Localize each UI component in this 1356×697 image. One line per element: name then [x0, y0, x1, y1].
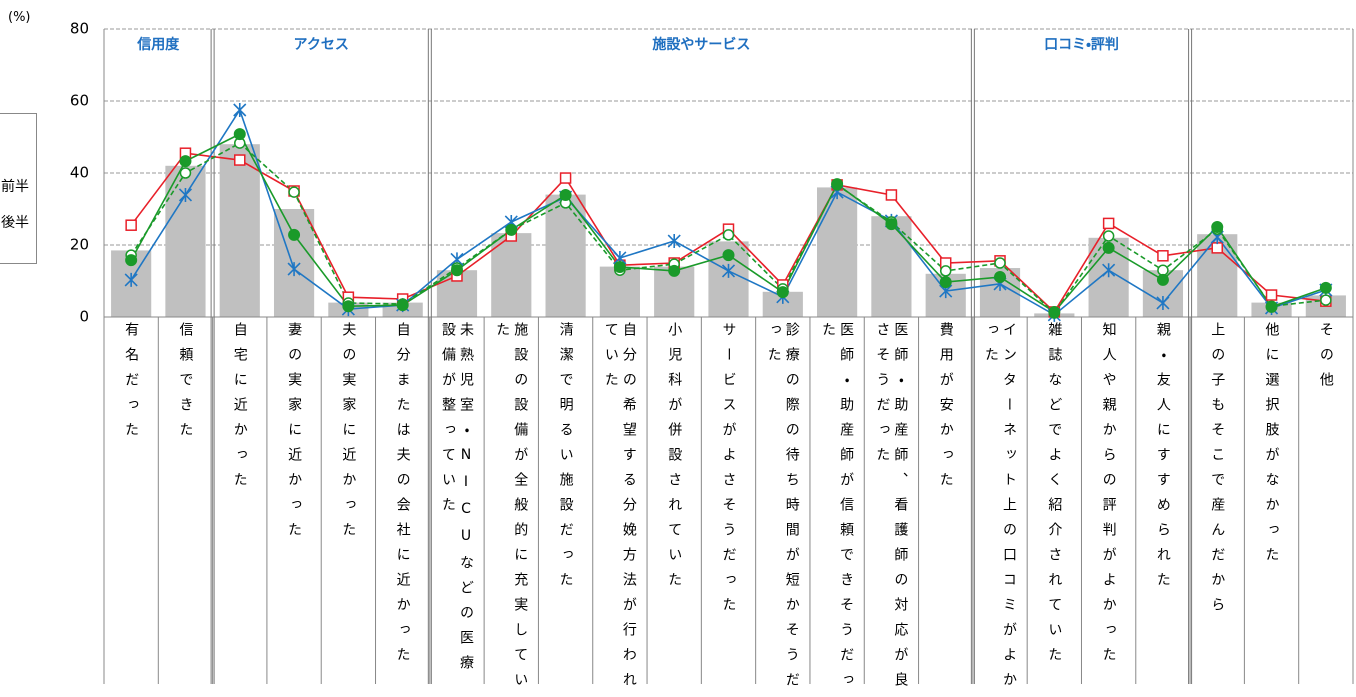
marker [179, 155, 192, 168]
marker [939, 265, 952, 277]
marker [721, 263, 736, 278]
group-label: アクセス [294, 37, 349, 53]
marker [342, 300, 355, 313]
bar [545, 194, 586, 317]
marker [233, 128, 246, 141]
marker [1157, 264, 1169, 276]
x-tick-label: 自分または夫の会社に近かった [394, 322, 411, 672]
marker [885, 218, 898, 231]
marker [831, 178, 844, 191]
bar [817, 187, 858, 317]
marker [450, 264, 463, 277]
marker [288, 186, 300, 198]
marker [1102, 241, 1115, 254]
marker [125, 219, 137, 231]
marker [505, 223, 518, 236]
marker [1156, 295, 1170, 310]
marker [722, 249, 735, 262]
marker [885, 189, 898, 201]
marker [559, 188, 572, 201]
series-line [130, 142, 1326, 315]
marker [1048, 305, 1061, 318]
x-tick-label: 未熟児室・NICUなどの医療設備が整っていた [439, 322, 474, 680]
x-tick-label: 有名だった [123, 322, 140, 447]
marker [234, 154, 246, 166]
marker [1102, 217, 1115, 230]
marker [1156, 273, 1169, 286]
x-tick-label: 清潔で明るい施設だった [557, 322, 574, 597]
y-tick-label: 60 [70, 92, 89, 110]
marker [668, 264, 681, 277]
group-label: 口コミ・評判 [1044, 36, 1119, 53]
marker [287, 262, 301, 277]
bar [219, 144, 260, 317]
x-tick-label: 施設の設備が全般的に充実していた [494, 322, 529, 697]
y-tick-label: 0 [79, 308, 89, 326]
y-tick-label: 20 [70, 236, 89, 254]
marker [1102, 263, 1116, 278]
marker [559, 172, 572, 184]
marker [233, 103, 247, 117]
y-tick-label: 80 [70, 20, 89, 38]
marker [1211, 221, 1224, 233]
x-tick-label: 医師・助産師が信頼できそうだった [820, 322, 855, 697]
x-tick-label: 自分の希望する分娩方法が行われていた [602, 322, 637, 697]
x-tick-label: 知人や親からの評判がよかった [1100, 322, 1117, 672]
x-tick-label: 親・友人にすすめられた [1154, 322, 1171, 597]
marker [994, 271, 1007, 284]
x-tick-label: 雑誌などでよく紹介されていた [1046, 322, 1063, 672]
x-tick-label: 自宅に近かった [231, 322, 248, 497]
x-tick-label: 妻の実家に近かった [286, 322, 303, 547]
marker [124, 272, 138, 287]
group-label: 信用度 [136, 36, 180, 53]
marker [288, 228, 301, 241]
marker [613, 260, 626, 273]
marker [179, 167, 192, 179]
marker [396, 299, 409, 312]
x-tick-label: 上の子もそこで産んだから [1209, 322, 1226, 622]
x-tick-label: 他に選択肢がなかった [1263, 322, 1280, 572]
marker [994, 257, 1006, 269]
x-tick-label: インターネット上の口コミがよかった [983, 322, 1018, 697]
marker [1157, 250, 1169, 262]
marker [1211, 242, 1223, 254]
bar [871, 216, 912, 317]
marker [1319, 281, 1332, 294]
x-tick-label: 夫の実家に近かった [340, 322, 357, 547]
marker [939, 276, 952, 289]
marker [667, 234, 681, 249]
x-tick-label: 信頼できた [177, 322, 194, 447]
x-tick-label: サービスがよさそうだった [720, 322, 737, 622]
legend: 前半 後半 [0, 113, 37, 264]
x-tick-label: その他 [1317, 322, 1334, 397]
marker [1265, 289, 1278, 301]
marker [722, 229, 735, 241]
bar [491, 233, 532, 317]
marker [1102, 230, 1115, 242]
legend-label: 前半 [1, 179, 29, 195]
marker [1265, 300, 1278, 313]
x-tick-label: 小児科が併設されていた [666, 322, 683, 597]
marker [125, 254, 138, 267]
y-unit-label: (%) [8, 10, 31, 25]
group-label: 施設やサービス [652, 36, 750, 53]
y-tick-label: 40 [70, 164, 89, 182]
x-tick-label: 診療の際の待ち時間が短かそうだった [765, 322, 800, 697]
x-tick-label: 医師・助産師、看護師の対応が良さそうだった [874, 322, 909, 697]
marker [1320, 294, 1332, 306]
marker [776, 286, 789, 299]
legend-label: 後半 [1, 215, 29, 231]
marker [178, 187, 193, 202]
x-tick-label: 費用が安かった [937, 322, 954, 497]
